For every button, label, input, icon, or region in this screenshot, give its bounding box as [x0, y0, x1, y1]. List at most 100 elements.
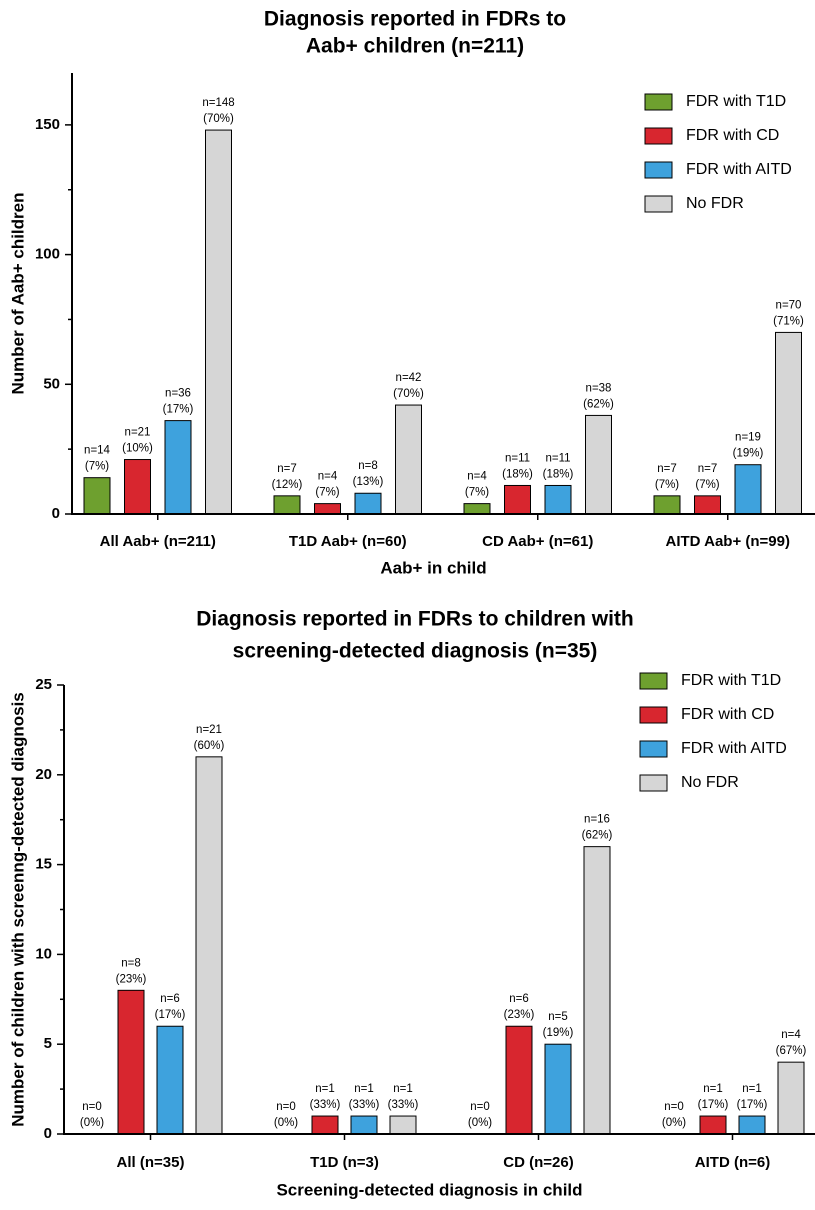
bar-label-percent: (17%) — [698, 1099, 729, 1111]
bar-fdr-with-aitd-cd-n-26 — [544, 1043, 572, 1135]
bar-no-fdr-cd-n-26 — [583, 846, 611, 1135]
y-tick-label: 15 — [35, 856, 52, 873]
bar-no-fdr-all-n-35 — [195, 756, 223, 1135]
bar-label-count: n=0 — [470, 1101, 490, 1113]
bar-label-percent: (7%) — [85, 461, 109, 473]
y-tick-label: 5 — [44, 1035, 52, 1052]
bar-label-count: n=0 — [664, 1101, 684, 1113]
bar-label-percent: (33%) — [310, 1099, 341, 1111]
bar-label-count: n=1 — [703, 1083, 723, 1095]
y-tick-label: 25 — [35, 676, 52, 693]
bar-fdr-with-cd-aitd-n-6 — [699, 1115, 727, 1135]
bar-label-percent: (18%) — [543, 468, 574, 480]
bar-label-count: n=1 — [742, 1083, 762, 1095]
bar-label-count: n=70 — [776, 299, 802, 311]
bar-label-percent: (17%) — [155, 1009, 186, 1021]
chart-panel-screening: Diagnosis reported in FDRs to children w… — [8, 608, 815, 1199]
y-tick-label: 0 — [52, 505, 60, 522]
x-category-label: T1D (n=3) — [310, 1154, 379, 1171]
bar-label-count: n=19 — [735, 432, 761, 444]
x-category-label: CD Aab+ (n=61) — [482, 533, 593, 550]
bar-fdr-with-aitd-all-n-35 — [156, 1025, 184, 1135]
bar-label-percent: (23%) — [116, 973, 147, 985]
bar-label-percent: (70%) — [203, 113, 234, 125]
bar-fdr-with-cd-cd-n-26 — [505, 1025, 533, 1135]
legend-label-fdr-with-aitd: FDR with AITD — [686, 161, 792, 178]
bar-label-count: n=7 — [277, 463, 297, 475]
legend-swatch-fdr-with-cd — [644, 127, 673, 145]
bar-fdr-with-aitd-all-aab-n-211 — [164, 420, 192, 515]
bar-label-percent: (17%) — [163, 404, 194, 416]
bar-label-percent: (7%) — [315, 487, 339, 499]
bar-label-percent: (10%) — [122, 443, 153, 455]
bar-no-fdr-aitd-n-6 — [777, 1061, 805, 1135]
bar-label-count: n=16 — [584, 814, 610, 826]
bar-fdr-with-t1d-t1d-aab-n-60 — [273, 495, 301, 515]
bar-label-count: n=14 — [84, 445, 111, 457]
bar-label-percent: (7%) — [465, 487, 489, 499]
legend-swatch-fdr-with-t1d — [639, 672, 668, 690]
bar-label-percent: (0%) — [274, 1117, 298, 1129]
bar-fdr-with-aitd-t1d-n-3 — [350, 1115, 378, 1135]
bar-label-percent: (33%) — [388, 1099, 419, 1111]
x-category-label: T1D Aab+ (n=60) — [289, 533, 407, 550]
chart-title: screening-detected diagnosis (n=35) — [233, 640, 598, 663]
bar-label-count: n=11 — [505, 452, 530, 464]
legend-label-no-fdr: No FDR — [686, 195, 744, 212]
legend-label-fdr-with-t1d: FDR with T1D — [686, 93, 786, 110]
bar-label-percent: (60%) — [194, 740, 225, 752]
bar-label-count: n=1 — [393, 1083, 413, 1095]
bar-fdr-with-cd-cd-aab-n-61 — [504, 484, 531, 515]
legend-swatch-no-fdr — [644, 195, 673, 213]
bar-label-percent: (67%) — [776, 1045, 807, 1057]
chart-title: Diagnosis reported in FDRs to — [264, 8, 566, 31]
bar-no-fdr-aitd-aab-n-99 — [775, 331, 802, 515]
bar-label-count: n=11 — [545, 452, 570, 464]
bar-label-percent: (19%) — [543, 1027, 574, 1039]
bar-label-percent: (33%) — [349, 1099, 380, 1111]
bar-fdr-with-aitd-aitd-n-6 — [738, 1115, 766, 1135]
bar-no-fdr-cd-aab-n-61 — [585, 414, 612, 515]
y-axis-title: Number of children with screenng-detecte… — [8, 692, 27, 1127]
bar-label-percent: (23%) — [504, 1009, 535, 1021]
y-tick-label: 50 — [43, 375, 60, 392]
bar-fdr-with-t1d-aitd-aab-n-99 — [653, 495, 681, 515]
bar-label-percent: (13%) — [353, 476, 384, 488]
bar-fdr-with-cd-all-n-35 — [117, 989, 145, 1135]
bar-label-percent: (62%) — [582, 830, 613, 842]
bar-fdr-with-t1d-all-aab-n-211 — [83, 477, 111, 515]
bar-label-count: n=36 — [165, 388, 191, 400]
legend-swatch-fdr-with-aitd — [639, 740, 668, 758]
legend-swatch-fdr-with-aitd — [644, 161, 673, 179]
bar-label-percent: (7%) — [695, 479, 719, 491]
bar-label-count: n=1 — [354, 1083, 374, 1095]
bar-label-percent: (71%) — [773, 315, 804, 327]
bar-fdr-with-aitd-aitd-aab-n-99 — [734, 464, 762, 515]
x-category-label: AITD (n=6) — [695, 1154, 770, 1171]
bar-label-percent: (0%) — [468, 1117, 492, 1129]
legend-swatch-no-fdr — [639, 774, 668, 792]
bar-no-fdr-t1d-n-3 — [389, 1115, 417, 1135]
bar-label-count: n=4 — [781, 1029, 801, 1041]
bar-label-count: n=6 — [160, 993, 180, 1005]
bar-no-fdr-all-aab-n-211 — [205, 129, 232, 515]
x-axis-title: Screening-detected diagnosis in child — [276, 1180, 582, 1199]
legend-label-fdr-with-cd: FDR with CD — [686, 127, 779, 144]
bar-fdr-with-aitd-cd-aab-n-61 — [544, 484, 572, 515]
bar-fdr-with-cd-aitd-aab-n-99 — [694, 495, 721, 515]
y-tick-label: 0 — [44, 1125, 52, 1142]
bar-label-percent: (62%) — [583, 398, 614, 410]
bar-label-count: n=6 — [509, 993, 529, 1005]
bar-label-percent: (0%) — [662, 1117, 686, 1129]
legend-label-fdr-with-t1d: FDR with T1D — [681, 672, 781, 689]
x-category-label: CD (n=26) — [503, 1154, 573, 1171]
y-tick-label: 10 — [35, 945, 52, 962]
bar-label-count: n=7 — [657, 463, 677, 475]
bar-label-count: n=21 — [125, 427, 151, 439]
y-tick-label: 150 — [35, 116, 60, 133]
bar-label-percent: (18%) — [502, 468, 533, 480]
bar-label-percent: (17%) — [737, 1099, 768, 1111]
legend-label-fdr-with-aitd: FDR with AITD — [681, 740, 787, 757]
bar-label-count: n=4 — [318, 471, 338, 483]
